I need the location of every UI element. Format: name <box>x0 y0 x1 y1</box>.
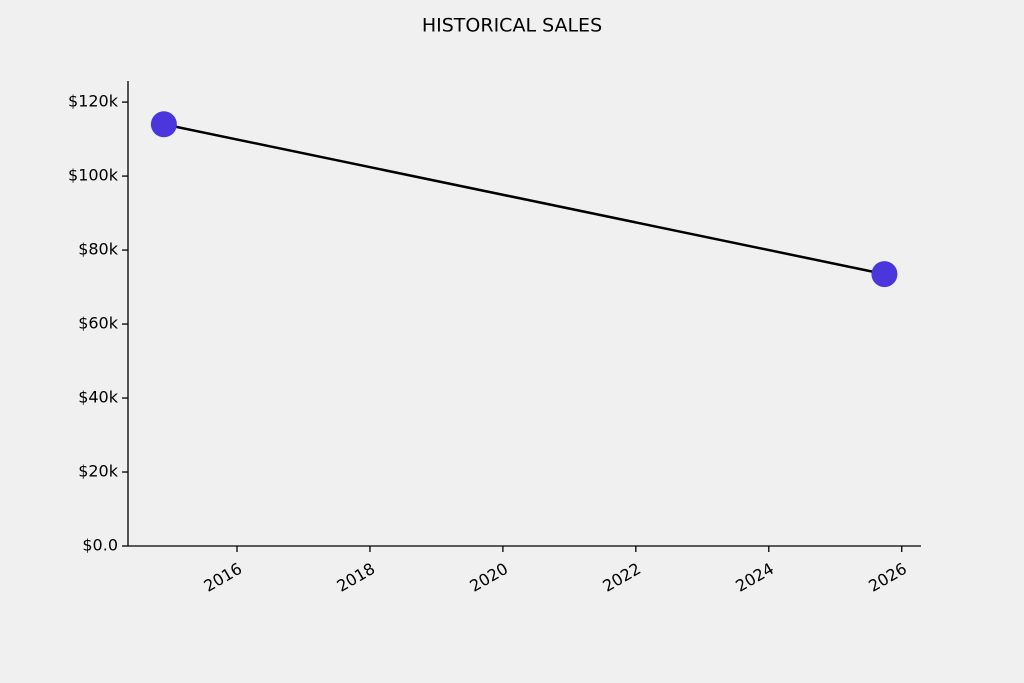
y-tick-label: $20k <box>78 462 119 481</box>
y-tick-label: $0.0 <box>82 536 118 555</box>
y-tick-label: $100k <box>68 166 119 185</box>
y-tick-label: $120k <box>68 92 119 111</box>
y-tick-label: $40k <box>78 388 119 407</box>
marker <box>150 111 177 138</box>
marker <box>871 261 898 288</box>
line <box>163 123 885 276</box>
y-tick-label: $80k <box>78 240 119 259</box>
y-tick-label: $60k <box>78 314 119 333</box>
chart-title: HISTORICAL SALES <box>422 15 602 37</box>
